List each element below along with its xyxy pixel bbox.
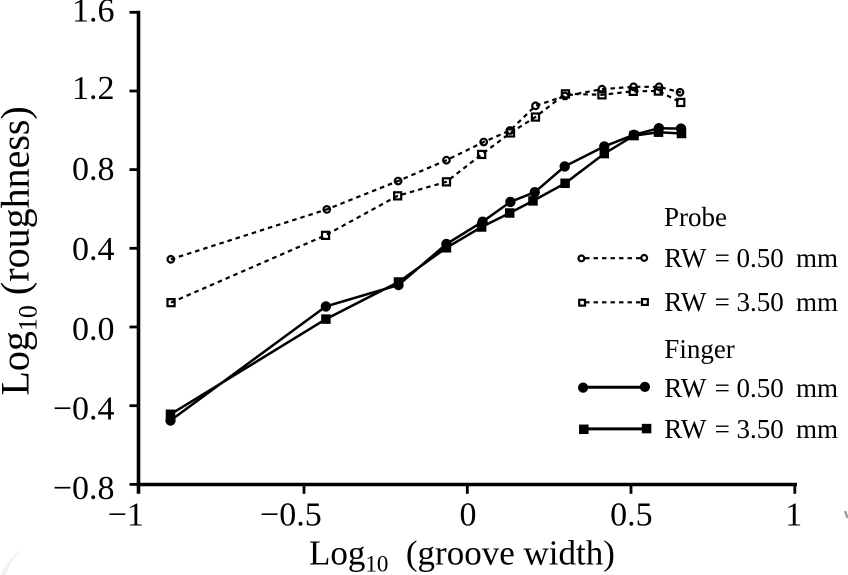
svg-text:0: 0 (460, 496, 477, 533)
svg-text:−0.8: −0.8 (53, 470, 115, 507)
svg-text:1.2: 1.2 (72, 70, 115, 107)
svg-text:0.8: 0.8 (72, 151, 115, 188)
svg-text:0.0: 0.0 (72, 311, 115, 348)
svg-text:1.6: 1.6 (72, 0, 115, 30)
svg-text:Log10 (groove width): Log10 (groove width) (309, 534, 615, 575)
svg-text:RW = 0.50 mm: RW = 0.50 mm (664, 373, 838, 403)
svg-text:0.5: 0.5 (610, 496, 653, 533)
svg-text:0.4: 0.4 (72, 231, 115, 268)
svg-text:1: 1 (785, 496, 802, 533)
svg-text:−0.5: −0.5 (260, 496, 322, 533)
svg-text:RW = 3.50 mm: RW = 3.50 mm (664, 287, 838, 317)
svg-text:Finger: Finger (664, 334, 735, 364)
svg-text:Probe: Probe (664, 202, 727, 232)
svg-text:RW = 3.50 mm: RW = 3.50 mm (664, 414, 838, 444)
svg-text:−1: −1 (108, 496, 144, 533)
svg-text:Log10 (roughness): Log10 (roughness) (0, 106, 43, 395)
svg-text:−0.4: −0.4 (53, 391, 115, 428)
svg-text:RW = 0.50 mm: RW = 0.50 mm (664, 243, 838, 273)
